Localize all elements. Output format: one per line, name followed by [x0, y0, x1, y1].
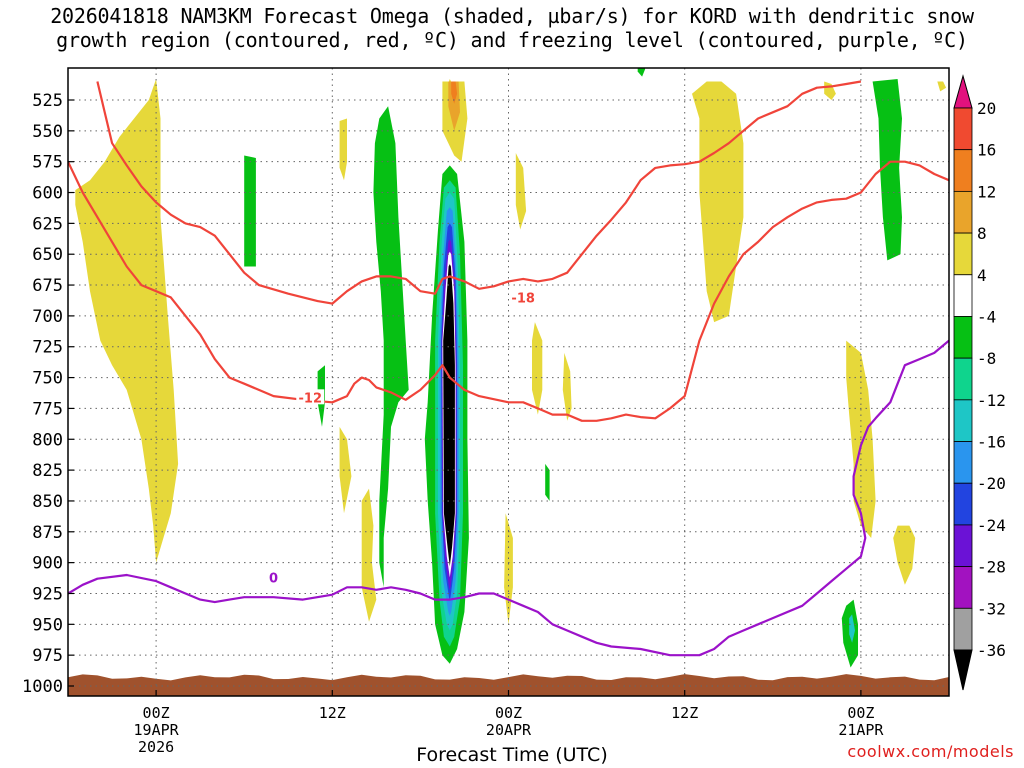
- colorbar-label-8: -16: [977, 433, 1006, 452]
- omega-region-3: [361, 488, 377, 622]
- y-tick-label-900: 900: [32, 554, 63, 574]
- colorbar-label-13: -36: [977, 641, 1006, 660]
- colorbar-label-0: 20: [977, 99, 996, 118]
- colorbar-segment-2: [953, 149, 973, 192]
- omega-region-13: [893, 525, 916, 585]
- omega-region-9: [692, 81, 744, 323]
- y-tick-label-575: 575: [32, 153, 63, 173]
- contour-label-bg-2: [267, 569, 280, 585]
- omega-region-29: [545, 463, 550, 501]
- contour-label-1: -18: [511, 291, 535, 306]
- colorbar-segment-12: [953, 566, 973, 609]
- y-tick-label-525: 525: [32, 91, 63, 111]
- credit-text: coolwx.com/models: [847, 742, 1014, 761]
- y-tick-label-600: 600: [32, 184, 63, 204]
- colorbar-label-5: -4: [977, 307, 996, 326]
- omega-region-1: [339, 118, 347, 181]
- colorbar-label-6: -8: [977, 349, 996, 368]
- omega-region-17: [244, 155, 256, 267]
- colorbar-segment-8: [953, 399, 973, 442]
- y-tick-label-1000: 1000: [22, 677, 63, 697]
- colorbar-label-4: 4: [977, 266, 987, 285]
- colorbar-segment-13: [953, 607, 973, 651]
- x-axis-label: Forecast Time (UTC): [416, 744, 608, 766]
- colorbar-segment-9: [953, 441, 973, 484]
- colorbar-label-10: -24: [977, 516, 1006, 535]
- colorbar-segment-1: [953, 107, 973, 151]
- colorbar-segment-11: [953, 524, 973, 568]
- y-tick-label-675: 675: [32, 276, 63, 296]
- y-tick-label-650: 650: [32, 245, 63, 265]
- colorbar-segment-4: [953, 232, 973, 276]
- y-tick-label-800: 800: [32, 430, 63, 450]
- y-tick-label-925: 925: [32, 584, 63, 604]
- omega-region-11: [937, 81, 947, 92]
- y-tick-label-950: 950: [32, 615, 63, 635]
- colorbar-label-3: 8: [977, 224, 987, 243]
- chart-title-line1: 2026041818 NAM3KM Forecast Omega (shaded…: [50, 4, 974, 28]
- y-tick-label-975: 975: [32, 646, 63, 666]
- contour-line-0: [68, 160, 949, 422]
- grid-lines: [68, 68, 949, 696]
- y-tick-label-825: 825: [32, 461, 63, 481]
- temperature-contours: -12 -18 0: [68, 80, 949, 657]
- omega-region-2: [339, 426, 352, 514]
- colorbar-top-arrow: [953, 74, 973, 109]
- contour-label-bg-1: [509, 289, 538, 305]
- omega-region-16: [451, 81, 458, 104]
- colorbar-label-9: -20: [977, 474, 1006, 493]
- y-tick-label-775: 775: [32, 399, 63, 419]
- contour-line-1: [96, 80, 862, 305]
- omega-region-7: [562, 352, 572, 421]
- x-tick-label-0-1: 19APR: [134, 721, 180, 739]
- colorbar-label-1: 16: [977, 141, 996, 160]
- omega-region-30: [872, 79, 902, 261]
- omega-region-6: [532, 322, 543, 415]
- colorbar: 20 16 12 8 4 -4 -8 -12 -16 -20 -24 -28 -32 -36: [953, 74, 1006, 691]
- x-tick-label-24-0: 00Z: [495, 704, 522, 722]
- contour-label-2: 0: [269, 571, 278, 586]
- x-tick-label-48-0: 00Z: [847, 704, 874, 722]
- contour-label-0: -12: [299, 391, 323, 406]
- y-tick-label-875: 875: [32, 523, 63, 543]
- colorbar-segment-10: [953, 482, 973, 526]
- x-tick-label-24-1: 20APR: [486, 721, 532, 739]
- colorbar-segment-3: [953, 190, 973, 234]
- x-tick-label-48-1: 21APR: [838, 721, 884, 739]
- colorbar-segment-7: [953, 357, 973, 401]
- y-tick-label-750: 750: [32, 369, 63, 389]
- y-tick-label-850: 850: [32, 492, 63, 512]
- colorbar-label-2: 12: [977, 182, 996, 201]
- colorbar-segment-6: [953, 316, 973, 359]
- omega-region-19: [373, 106, 409, 588]
- omega-region-32: [849, 614, 855, 643]
- x-tick-label-36-0: 12Z: [671, 704, 698, 722]
- y-tick-label-625: 625: [32, 214, 63, 234]
- y-axis-ticks: 525 550 575 600 625 650 675 700 725 750 775 800 825 8…: [22, 91, 74, 697]
- x-tick-label-0-2: 2026: [138, 738, 174, 756]
- chart-title-line2: growth region (contoured, red, ºC) and f…: [56, 28, 968, 52]
- y-tick-label-725: 725: [32, 338, 63, 358]
- colorbar-label-7: -12: [977, 391, 1006, 410]
- omega-region-28: [637, 68, 646, 77]
- omega-region-10: [824, 81, 836, 100]
- colorbar-label-12: -32: [977, 599, 1006, 618]
- omega-region-5: [515, 153, 527, 230]
- colorbar-bottom-arrow: [953, 649, 973, 691]
- colorbar-label-11: -28: [977, 558, 1006, 577]
- x-tick-label-0-0: 00Z: [143, 704, 170, 722]
- x-tick-label-12-0: 12Z: [319, 704, 346, 722]
- omega-region-0: [75, 79, 179, 563]
- y-tick-label-700: 700: [32, 307, 63, 327]
- omega-region-27: [443, 264, 455, 567]
- omega-shading: [75, 68, 947, 668]
- contour-label-bg-0: [296, 389, 325, 405]
- contour-line-2: [68, 339, 949, 657]
- colorbar-segment-5: [953, 274, 973, 317]
- y-tick-label-550: 550: [32, 122, 63, 142]
